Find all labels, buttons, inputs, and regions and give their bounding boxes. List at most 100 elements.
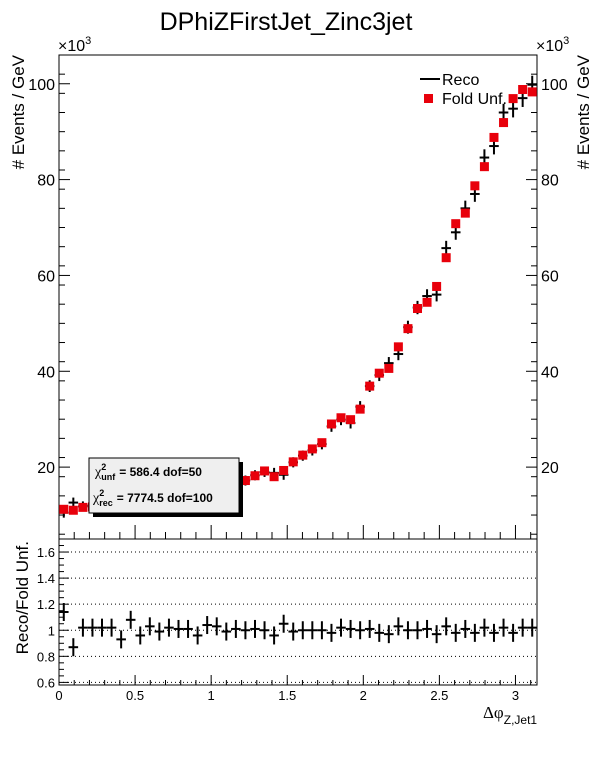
fold-unf-point	[441, 253, 451, 263]
ratio-y-tick-label: 1.6	[37, 545, 55, 560]
fold-unf-point	[508, 94, 518, 104]
ratio-point	[116, 630, 126, 649]
ratio-point	[393, 617, 404, 636]
ratio-y-axis-label: Reco/Fold Unf.	[13, 541, 32, 654]
y-tick-label-left: 100	[28, 77, 55, 94]
y-tick-label-left: 20	[37, 460, 55, 477]
fold-unf-point	[68, 505, 78, 515]
fold-unf-point	[479, 162, 489, 172]
fold-unf-point	[279, 465, 289, 475]
fold-unf-point	[384, 363, 394, 373]
x-tick-label: 1	[208, 688, 215, 703]
ratio-point	[58, 603, 69, 621]
legend-fold-marker	[424, 94, 433, 103]
ratio-point	[288, 622, 299, 641]
y-exponent-right: ×103	[536, 35, 569, 55]
ratio-point	[183, 619, 193, 638]
ratio-point	[173, 619, 184, 638]
x-tick-label: 1.5	[278, 688, 296, 703]
chi-unf-text: χ2 unf = 586.4 dof=50	[94, 462, 202, 482]
ratio-point	[87, 618, 98, 637]
fold-unf-point	[365, 381, 375, 391]
fold-unf-point	[288, 457, 298, 467]
fold-unf-point	[527, 87, 537, 97]
y-tick-label-right: 40	[541, 364, 559, 381]
upper-axes: 20 20 40 40 60 60 80 80 100 100	[28, 54, 568, 539]
ratio-point	[498, 618, 509, 637]
ratio-point	[259, 621, 270, 640]
ratio-point	[517, 618, 528, 637]
ratio-point	[403, 621, 413, 640]
ratio-point	[364, 619, 375, 638]
ratio-point	[479, 618, 490, 637]
stats-box: χ2 unf = 586.4 dof=50 χ2 rec = 7774.5 dof=10…	[88, 457, 243, 517]
y-tick-label-right: 20	[541, 460, 559, 477]
stats-box-panel	[88, 457, 240, 514]
legend: Reco Fold Unf.	[420, 72, 507, 108]
y-axis-label-left: # Events / GeV	[9, 54, 28, 169]
ratio-point	[460, 619, 471, 638]
y-tick-label-right: 100	[541, 77, 568, 94]
ratio-series	[58, 603, 538, 657]
x-tick-label: 2.5	[430, 688, 448, 703]
ratio-point	[240, 621, 251, 640]
fold-unf-point	[499, 118, 509, 128]
fold-unf-point	[317, 438, 327, 448]
ratio-point	[192, 626, 203, 645]
y-tick-label-left: 40	[37, 364, 55, 381]
ratio-point	[106, 618, 117, 637]
ratio-point	[355, 621, 365, 640]
ratio-y-tick-label: 0.8	[37, 649, 55, 664]
fold-unf-point	[374, 368, 384, 378]
fold-unf-point	[470, 181, 480, 191]
y-tick-label-left: 80	[37, 173, 55, 190]
y-tick-label-left: 60	[37, 268, 55, 285]
fold-unf-point	[489, 132, 499, 142]
fold-unf-point	[59, 504, 69, 514]
fold-unf-point	[460, 208, 470, 218]
ratio-point	[269, 626, 279, 645]
ratio-point	[412, 621, 423, 640]
ratio-point	[164, 618, 174, 637]
ratio-point	[470, 623, 480, 642]
x-tick-label: 3	[512, 688, 519, 703]
fold-unf-point	[78, 502, 88, 512]
ratio-point	[202, 616, 212, 635]
ratio-y-tick-label: 0.6	[37, 675, 55, 690]
fold-unf-point	[269, 472, 279, 482]
ratio-point	[489, 623, 499, 642]
ratio-point	[250, 619, 260, 638]
ratio-point	[336, 618, 346, 637]
fold-unf-point	[298, 450, 308, 460]
fold-unf-point	[393, 342, 403, 352]
y-tick-label-right: 60	[541, 268, 559, 285]
ratio-point	[508, 623, 518, 642]
ratio-point	[422, 619, 432, 638]
upper-series	[58, 75, 538, 518]
fold-unf-point	[326, 419, 336, 429]
ratio-point	[125, 610, 136, 629]
ratio-point	[278, 614, 289, 633]
x-tick-label: 0.5	[126, 688, 144, 703]
legend-fold-label: Fold Unf.	[442, 91, 507, 108]
fold-unf-point	[307, 444, 317, 454]
ratio-point	[384, 625, 394, 644]
ratio-point	[135, 626, 146, 645]
ratio-point	[431, 625, 442, 644]
fold-unf-point	[413, 304, 422, 314]
ratio-point	[145, 617, 155, 636]
ratio-point	[374, 623, 385, 642]
ratio-y-tick-label: 1.4	[37, 571, 55, 586]
fold-unf-point	[260, 466, 270, 476]
ratio-point	[317, 621, 327, 640]
x-tick-label: 2	[360, 688, 367, 703]
fold-unf-point	[403, 324, 413, 334]
fold-unf-point	[432, 281, 442, 291]
ratio-point	[345, 619, 356, 638]
fold-unf-point	[336, 413, 346, 423]
y-tick-label-right: 80	[541, 173, 559, 190]
fold-unf-point	[451, 219, 461, 229]
ratio-point	[527, 618, 538, 637]
